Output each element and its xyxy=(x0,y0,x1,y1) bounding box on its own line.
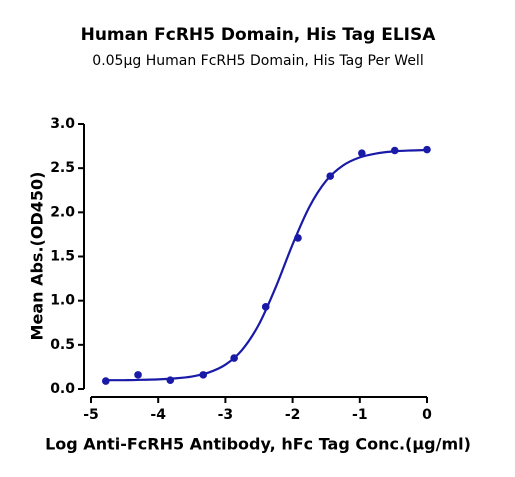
data-point xyxy=(294,234,302,242)
data-point xyxy=(326,172,335,180)
y-tick-label: 3.0 xyxy=(50,116,75,132)
y-tick-label: 1.5 xyxy=(50,249,75,265)
x-tick-label: -4 xyxy=(150,407,166,423)
data-point xyxy=(358,149,366,157)
y-tick-label: 2.0 xyxy=(50,204,75,220)
x-tick-label: -5 xyxy=(83,407,99,423)
x-tick-label: -1 xyxy=(352,407,368,423)
x-axis-label: Log Anti-FcRH5 Antibody, hFc Tag Conc.(µ… xyxy=(45,435,471,454)
chart-title: Human FcRH5 Domain, His Tag ELISA xyxy=(81,25,437,45)
y-tick-label: 0.5 xyxy=(50,337,75,353)
data-point xyxy=(134,371,142,379)
y-tick-label: 2.5 xyxy=(50,160,75,176)
data-point xyxy=(199,371,208,379)
data-point xyxy=(166,376,175,384)
fit-curve xyxy=(104,148,428,382)
x-tick-label: -3 xyxy=(218,407,234,423)
y-tick-label: 1.0 xyxy=(50,293,75,309)
chart-subtitle: 0.05µg Human FcRH5 Domain, His Tag Per W… xyxy=(92,53,423,69)
data-point xyxy=(230,354,238,362)
data-point xyxy=(101,377,110,385)
data-point xyxy=(423,145,431,154)
x-tick-label: -2 xyxy=(285,407,301,423)
y-axis-label: Mean Abs.(OD450) xyxy=(28,172,47,341)
y-tick-label: 0.0 xyxy=(50,381,75,397)
data-point xyxy=(261,303,270,311)
x-tick-label: 0 xyxy=(422,407,432,423)
data-point xyxy=(390,146,399,155)
